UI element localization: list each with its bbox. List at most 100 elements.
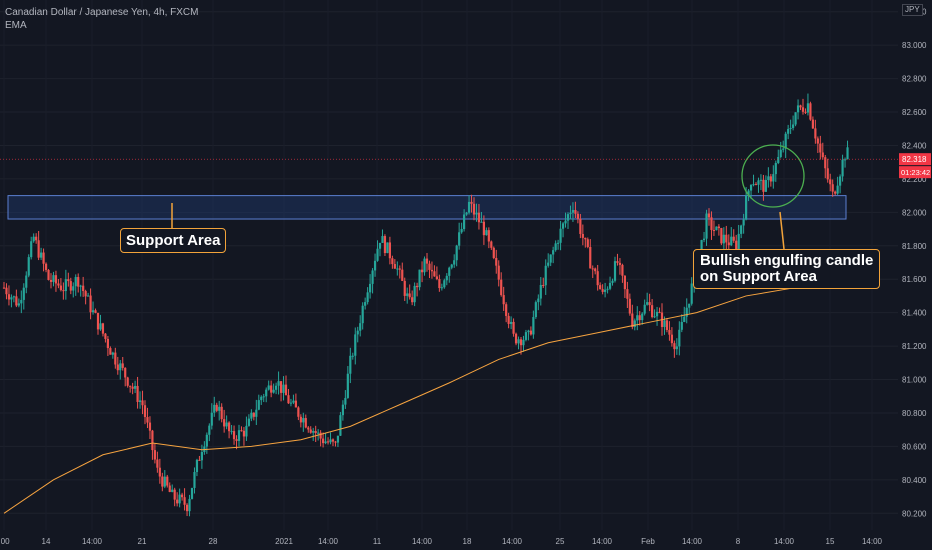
candle-body [487, 230, 490, 242]
candle-body [717, 226, 720, 229]
candle-body [670, 334, 673, 344]
candle-body [655, 311, 659, 317]
candle-body [433, 271, 436, 277]
currency-label[interactable]: JPY [902, 4, 923, 16]
candle-body [425, 258, 429, 264]
time-tick-label: 14:00 [502, 537, 523, 546]
candle-body [683, 316, 686, 322]
candle-body [794, 112, 797, 125]
candle-body [616, 261, 619, 263]
candle-body [62, 290, 65, 292]
candle-body [626, 289, 629, 299]
candle-body [279, 381, 283, 393]
candle-body [381, 236, 384, 243]
candle-body [22, 287, 25, 300]
candle-body [631, 313, 634, 328]
price-tick-label: 81.200 [902, 342, 927, 351]
countdown-label: 01:23:42 [901, 168, 930, 177]
candle-body [235, 439, 238, 441]
candle-body [611, 280, 614, 283]
time-axis[interactable]: :00 14 14:00 21 28 2021 14:00 11 14:00 18 14:00 25 1… [0, 530, 932, 550]
candle-body [685, 307, 688, 317]
candle-body [665, 320, 669, 330]
candle-body [67, 279, 70, 282]
candle-body [346, 373, 349, 398]
price-tick-label: 80.200 [902, 509, 927, 518]
candle-body [725, 234, 728, 243]
candle-body [621, 264, 624, 276]
time-tick-label: 11 [373, 537, 382, 546]
candle-body [651, 305, 654, 317]
candle-body [477, 212, 481, 223]
candle-body [702, 238, 706, 241]
candle-body [423, 258, 426, 273]
candle-body [178, 494, 181, 504]
candle-body [571, 210, 575, 213]
candle-body [460, 229, 463, 233]
time-tick-label: 15 [826, 537, 835, 546]
candle-body [663, 320, 666, 327]
candle-body [119, 363, 122, 371]
candle-body [344, 397, 347, 405]
price-tick-label: 81.000 [902, 376, 927, 385]
candle-body [455, 245, 458, 261]
candle-body [57, 283, 60, 286]
candle-body [181, 494, 184, 498]
time-tick-label: 14 [42, 537, 51, 546]
candle-body [759, 179, 763, 181]
candle-body [428, 263, 431, 270]
candle-body [527, 330, 530, 333]
candle-body [314, 431, 317, 434]
candle-body [804, 111, 807, 113]
price-axis[interactable]: 80.200 80.400 80.600 80.800 81.000 81.200 81.4… [898, 0, 932, 550]
candle-body [148, 422, 152, 431]
candle-body [747, 190, 750, 196]
candle-body [557, 242, 560, 244]
candle-body [163, 476, 166, 487]
candle-body [472, 203, 476, 215]
candle-body [613, 261, 617, 281]
candle-body [502, 295, 505, 305]
candle-body [450, 264, 453, 268]
candle-body [492, 247, 495, 258]
candle-body [534, 302, 537, 318]
price-tags: 82.318 01:23:42 [899, 153, 931, 179]
candle-body [846, 147, 849, 160]
symbol-title[interactable]: Canadian Dollar / Japanese Yen, 4h, FXCM [5, 7, 199, 18]
candle-body [735, 240, 738, 252]
candle-body [391, 258, 394, 265]
chart-header: Canadian Dollar / Japanese Yen, 4h, FXCM… [5, 6, 198, 32]
candle-body [834, 191, 837, 194]
candle-body [156, 459, 159, 468]
candle-body [762, 179, 765, 192]
candle-body [809, 103, 812, 120]
indicator-label[interactable]: EMA [5, 20, 27, 31]
candle-body [223, 419, 226, 427]
candle-body [752, 184, 755, 186]
candle-body [205, 434, 208, 447]
candle-body [799, 105, 802, 108]
candle-body [416, 285, 419, 288]
candle-body [512, 321, 515, 334]
candle-body [195, 459, 199, 473]
candle-body [599, 285, 602, 290]
candle-body [465, 212, 468, 215]
candle-body [158, 467, 161, 477]
time-axis-bg [0, 530, 932, 550]
candle-body [339, 415, 342, 436]
candle-body [495, 257, 498, 266]
candlestick-series [2, 93, 849, 517]
candle-body [35, 236, 38, 241]
candle-body [811, 119, 814, 129]
price-axis-bg [898, 0, 932, 550]
candle-body [806, 103, 810, 113]
candle-body [448, 267, 451, 276]
candle-body [782, 148, 785, 150]
candle-body [289, 402, 293, 404]
price-tick-label: 83.000 [902, 41, 927, 50]
candle-body [779, 149, 782, 157]
candle-body [715, 226, 718, 231]
candle-body [648, 302, 651, 306]
price-tick-label: 80.800 [902, 409, 927, 418]
candle-body [757, 180, 760, 185]
